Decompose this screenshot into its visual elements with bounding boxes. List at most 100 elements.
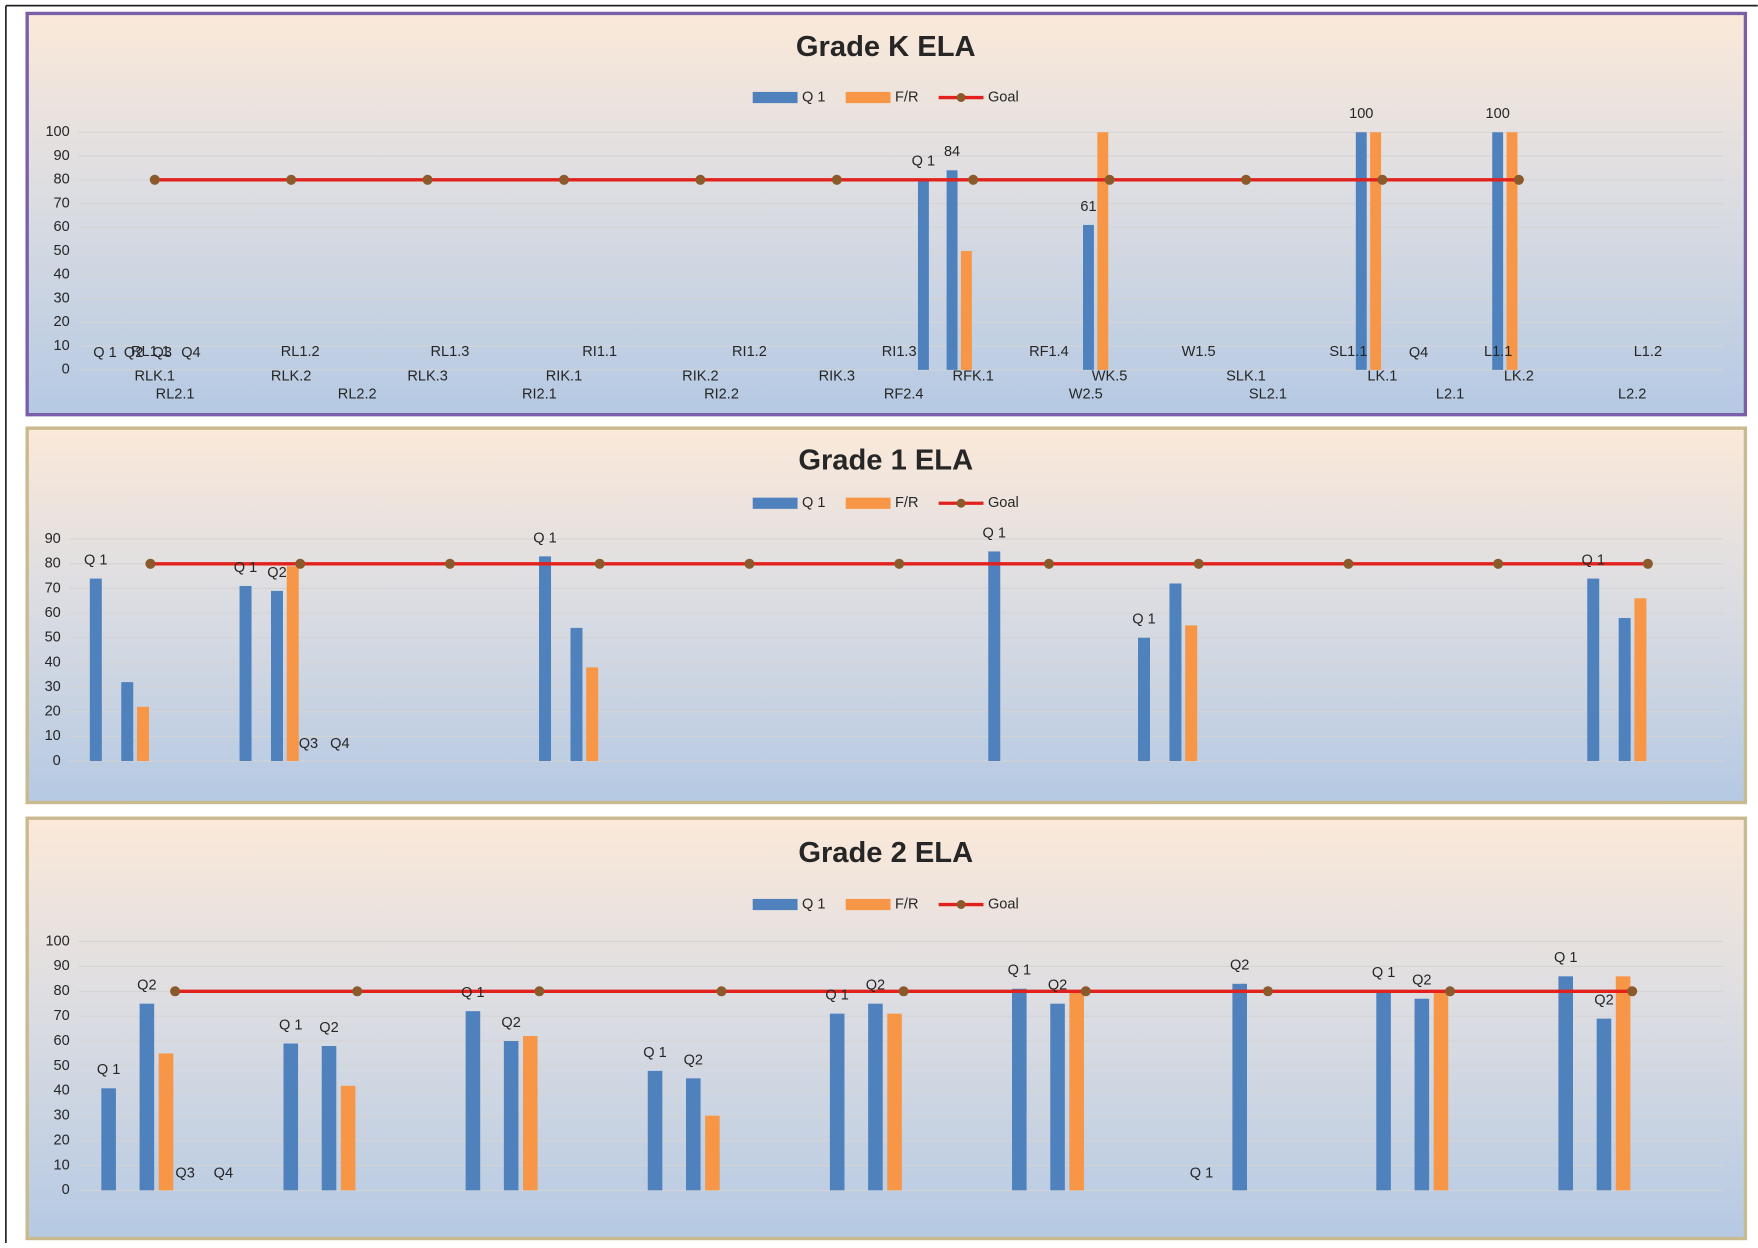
quarter-label: Q2 <box>1412 973 1431 989</box>
quarter-label: Q 1 <box>533 530 556 546</box>
bar <box>522 1036 538 1191</box>
quarter-label: Q 1 <box>84 552 107 568</box>
quarter-label: Q4 <box>1409 345 1428 361</box>
bar <box>1185 625 1198 762</box>
quarter-label: Q2 <box>684 1052 703 1068</box>
y-tick-label: 80 <box>54 983 70 999</box>
chart-title: Grade K ELA <box>796 31 976 63</box>
x-tick-label: SL2.1 <box>1249 386 1287 402</box>
goal-marker <box>894 558 905 569</box>
chart: Grade 1 ELA 0 10 20 30 40 50 60 70 80 90 Q 1 F/R Goal… <box>25 344 1748 805</box>
bar <box>705 1115 720 1191</box>
legend-label: Goal <box>988 896 1019 912</box>
quarter-label: Q2 <box>1594 993 1613 1009</box>
x-tick-label: RL1.1 <box>131 344 170 360</box>
bar <box>1370 132 1382 370</box>
quarter-label: Q 1 <box>1554 950 1577 966</box>
bar <box>465 1011 481 1191</box>
quarter-label: Q 1 <box>1372 965 1395 981</box>
bar <box>988 551 1001 762</box>
bar <box>1050 1003 1065 1191</box>
y-tick-label: 10 <box>45 728 61 744</box>
quarter-label: Q3 <box>153 345 172 361</box>
quarter-label: Q3 <box>299 736 318 752</box>
bar <box>1596 1018 1612 1191</box>
goal-marker <box>968 174 979 185</box>
legend-label: Q 1 <box>802 896 825 912</box>
y-tick-label: 0 <box>62 1182 70 1198</box>
bar <box>1083 224 1094 370</box>
x-tick-label: RI1.2 <box>732 344 767 360</box>
value-label: 61 <box>1080 199 1096 215</box>
bar <box>586 667 599 762</box>
quarter-label: Q 1 <box>912 154 935 170</box>
y-tick-label: 10 <box>54 1157 70 1173</box>
legend-marker <box>956 93 966 102</box>
x-tick-label: RI2.1 <box>522 386 557 402</box>
goal-marker <box>145 558 156 569</box>
goal-marker <box>1343 558 1354 569</box>
value-label: 100 <box>1486 106 1510 122</box>
bar <box>539 556 552 762</box>
legend: Q 1 F/R Goal <box>752 896 1019 912</box>
value-label: 84 <box>944 144 960 160</box>
legend: Q 1 F/R Goal <box>752 495 1019 511</box>
y-tick-label: 70 <box>45 580 61 596</box>
bar <box>136 706 149 762</box>
legend-swatch <box>752 898 798 911</box>
goal-marker <box>695 174 706 185</box>
chart-panel <box>25 816 1748 1241</box>
quarter-label: Q2 <box>137 978 156 994</box>
legend-label: F/R <box>895 896 918 912</box>
x-tick-label: RI1.3 <box>882 344 917 360</box>
x-tick-label: RL1.2 <box>281 344 320 360</box>
bar <box>1618 618 1631 762</box>
bar <box>1169 583 1182 762</box>
y-tick-label: 80 <box>45 556 61 572</box>
goal-marker <box>286 174 297 185</box>
quarter-label: Q2 <box>319 1020 338 1036</box>
quarter-label: Q 1 <box>1008 963 1031 979</box>
y-tick-label: 50 <box>54 243 70 259</box>
chart-title: Grade 2 ELA <box>798 837 973 869</box>
bar <box>868 1003 883 1191</box>
bar <box>946 170 958 370</box>
chart-title: Grade 1 ELA <box>798 444 973 476</box>
bar <box>158 1053 174 1191</box>
quarter-label: Q4 <box>330 736 349 752</box>
y-tick-label: 40 <box>54 1083 70 1099</box>
x-tick-label: W2.5 <box>1069 386 1103 402</box>
x-tick-label: RF1.4 <box>1029 344 1069 360</box>
y-tick-label: 90 <box>45 531 61 547</box>
bar <box>1414 998 1430 1191</box>
y-tick-label: 80 <box>54 172 70 188</box>
value-label: 100 <box>1349 106 1373 122</box>
bar <box>121 682 134 762</box>
goal-marker <box>352 986 363 997</box>
quarter-label: Q 1 <box>643 1045 666 1061</box>
x-tick-label: RL2.2 <box>338 386 377 402</box>
bar <box>1492 132 1504 370</box>
y-tick-label: 30 <box>54 1108 70 1124</box>
bar <box>340 1085 356 1191</box>
bar <box>1433 991 1449 1191</box>
bar <box>1587 578 1600 762</box>
bar <box>271 590 283 762</box>
y-tick-label: 0 <box>53 753 61 769</box>
x-tick-label: L2.1 <box>1436 386 1464 402</box>
y-tick-label: 30 <box>45 679 61 695</box>
quarter-label: Q 1 <box>1190 1165 1213 1181</box>
x-tick-label: RLK.2 <box>271 368 311 384</box>
y-tick-label: 90 <box>54 148 70 164</box>
legend-swatch <box>845 91 891 104</box>
quarter-label: Q 1 <box>825 988 848 1004</box>
legend-marker <box>956 900 966 909</box>
y-tick-label: 50 <box>54 1058 70 1074</box>
quarter-label: Q3 <box>175 1165 194 1181</box>
x-tick-label: RL1.3 <box>431 344 470 360</box>
x-tick-label: L1.1 <box>1484 344 1512 360</box>
y-tick-label: 40 <box>54 267 70 283</box>
goal-marker <box>1642 558 1653 569</box>
x-tick-label: RF2.4 <box>884 386 924 402</box>
